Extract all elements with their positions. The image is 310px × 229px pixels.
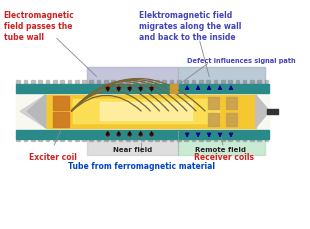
Bar — [206, 80, 210, 83]
Bar — [38, 80, 42, 83]
Text: Exciter coil: Exciter coil — [29, 153, 77, 162]
Bar — [208, 97, 219, 109]
Bar — [236, 80, 239, 83]
Bar — [155, 80, 159, 83]
Bar — [243, 80, 246, 83]
Bar — [16, 130, 269, 139]
Bar — [16, 80, 20, 83]
Bar — [162, 139, 166, 142]
Bar — [90, 139, 93, 142]
Bar — [141, 80, 144, 83]
Bar — [257, 139, 261, 142]
Bar — [53, 80, 57, 83]
Bar — [53, 112, 69, 127]
Bar — [206, 139, 210, 142]
Bar — [184, 80, 188, 83]
Bar — [228, 80, 232, 83]
Bar — [177, 80, 181, 83]
Bar — [228, 139, 232, 142]
Bar — [68, 80, 71, 83]
Bar — [265, 80, 268, 83]
Bar — [90, 80, 93, 83]
Bar — [46, 95, 256, 128]
Bar — [214, 80, 217, 83]
Text: Near field: Near field — [113, 147, 152, 153]
Polygon shape — [256, 95, 269, 128]
Bar — [75, 80, 78, 83]
Bar — [16, 93, 269, 130]
Bar — [46, 139, 49, 142]
Bar — [111, 80, 115, 83]
Bar — [31, 80, 35, 83]
Bar — [126, 139, 130, 142]
Bar — [38, 139, 42, 142]
Bar — [16, 139, 20, 142]
Bar — [192, 80, 195, 83]
Bar — [60, 80, 64, 83]
Bar — [208, 113, 219, 126]
Bar — [119, 80, 122, 83]
Bar — [100, 102, 192, 120]
Bar — [104, 139, 108, 142]
Bar — [148, 139, 152, 142]
Text: Elektromagnetic field
migrates along the wall
and back to the inside: Elektromagnetic field migrates along the… — [139, 11, 241, 42]
Bar — [60, 139, 64, 142]
Bar — [265, 139, 268, 142]
Bar — [82, 139, 86, 142]
Bar — [16, 84, 269, 93]
Bar — [148, 80, 152, 83]
Bar — [104, 80, 108, 83]
Bar — [73, 99, 219, 123]
Bar — [119, 139, 122, 142]
Bar — [221, 80, 224, 83]
Text: Defect influences signal path: Defect influences signal path — [187, 58, 296, 64]
Bar — [75, 139, 78, 142]
Bar — [82, 80, 86, 83]
Bar — [24, 80, 27, 83]
Bar — [97, 80, 100, 83]
Bar — [53, 96, 69, 110]
Bar — [162, 80, 166, 83]
Bar — [133, 139, 137, 142]
Bar — [133, 80, 137, 83]
Bar — [226, 113, 237, 126]
Bar — [199, 139, 203, 142]
Bar — [46, 80, 49, 83]
Bar — [177, 139, 181, 142]
Bar — [226, 97, 237, 109]
Bar — [250, 139, 254, 142]
Text: Tube from ferromagnetic material: Tube from ferromagnetic material — [68, 161, 215, 171]
Bar — [199, 80, 203, 83]
Bar — [111, 139, 115, 142]
Bar — [31, 139, 35, 142]
Bar — [170, 139, 174, 142]
Bar — [53, 139, 57, 142]
Bar — [87, 68, 265, 93]
Bar — [68, 139, 71, 142]
Bar — [250, 80, 254, 83]
Bar — [24, 139, 27, 142]
Bar — [192, 139, 195, 142]
Bar — [267, 109, 278, 114]
Bar — [214, 139, 217, 142]
Polygon shape — [20, 95, 46, 128]
Bar — [155, 139, 159, 142]
Text: Receiver coils: Receiver coils — [194, 153, 254, 162]
Polygon shape — [27, 95, 46, 128]
Bar — [97, 139, 100, 142]
Bar — [257, 80, 261, 83]
Bar — [126, 80, 130, 83]
Bar — [236, 139, 239, 142]
Text: Remote field: Remote field — [195, 147, 246, 153]
Bar — [170, 84, 177, 93]
Bar — [243, 139, 246, 142]
Bar — [170, 80, 174, 83]
Bar — [87, 68, 178, 155]
Bar — [178, 68, 265, 155]
Bar — [184, 139, 188, 142]
Text: Electromagnetic
field passes the
tube wall: Electromagnetic field passes the tube wa… — [4, 11, 74, 42]
Bar — [141, 139, 144, 142]
Bar — [221, 139, 224, 142]
